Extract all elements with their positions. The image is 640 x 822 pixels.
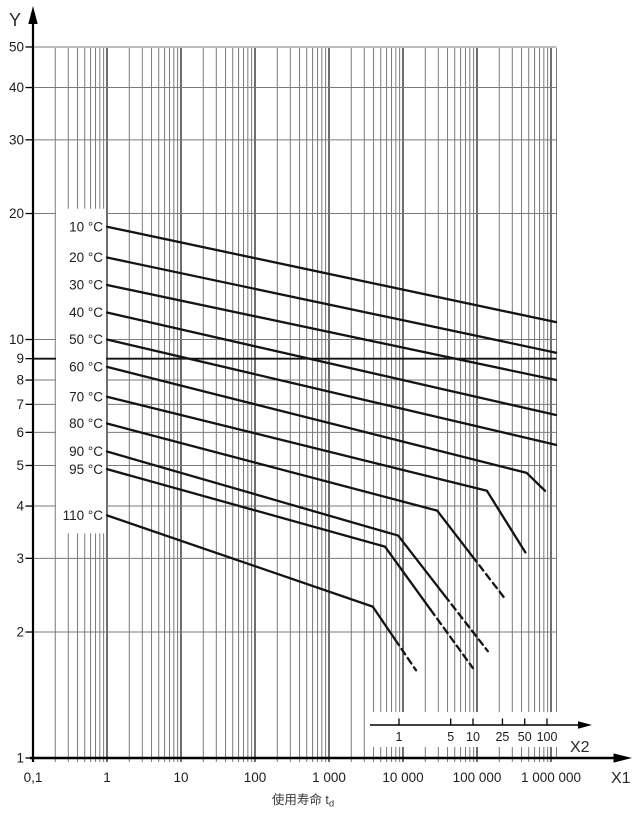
curve-60°C [105, 365, 547, 492]
chart-caption: 使用寿命 td [272, 792, 334, 810]
y-axis-title: Y [9, 10, 21, 30]
x2-axis-arrow [578, 721, 592, 729]
x2-tick-label: 25 [495, 730, 509, 744]
x2-tick-label: 100 [537, 730, 558, 744]
y-axis-arrow [28, 6, 38, 24]
curve-110°C [105, 514, 397, 641]
temp-label: 40 °C [69, 305, 103, 320]
y-tick-label: 1 [16, 751, 24, 766]
x1-tick-label: 100 000 [453, 770, 502, 785]
y-tick-label: 8 [16, 373, 24, 388]
mask-layer [56, 208, 606, 747]
curve-95°C [105, 468, 432, 611]
temp-label: 90 °C [69, 444, 103, 459]
grid-layer [33, 46, 557, 762]
x1-tick-label: 10 000 [382, 770, 423, 785]
curve-dashed-tail [471, 555, 507, 601]
y-tick-label: 40 [9, 80, 24, 95]
curve-dashed-tail [429, 608, 475, 670]
y-tick-label: 20 [9, 206, 24, 221]
y-tick-label: 4 [16, 499, 24, 514]
curve-50°C [105, 338, 558, 447]
y-tick-label: 7 [16, 397, 24, 412]
y-tick-label: 9 [16, 351, 24, 366]
curve-90°C [105, 450, 446, 597]
x1-tick-label: 10 [173, 770, 188, 785]
x2-tick-label: 50 [518, 730, 532, 744]
temp-label: 50 °C [69, 332, 103, 347]
temp-label: 80 °C [69, 416, 103, 431]
curve-dashed-tail [443, 594, 489, 653]
x1-tick-label: 1 000 [312, 770, 346, 785]
x1-tick-label: 0,1 [24, 770, 43, 785]
x2-axis-layer: 1 5 10 25 50 100 [370, 718, 592, 744]
x1-tick-label: 1 [103, 770, 111, 785]
curve-10°C [105, 225, 558, 324]
y-tick-label: 10 [9, 332, 24, 347]
x1-axis-title: X1 [611, 770, 631, 787]
x1-axis-arrow [613, 753, 632, 763]
curve-80°C [105, 422, 474, 558]
x2-axis-title: X2 [570, 739, 590, 756]
axes-layer [25, 6, 632, 763]
curve-dashed-tail [394, 638, 418, 672]
x2-tick-label: 1 [396, 730, 403, 744]
y-tick-label: 30 [9, 132, 24, 147]
temp-label: 110 °C [63, 508, 104, 523]
x1-tick-label: 1 000 000 [521, 770, 581, 785]
x2-band-mask [368, 712, 606, 747]
x1-tick-label: 100 [244, 770, 267, 785]
curve-30°C [105, 283, 558, 382]
y-tick-label: 3 [16, 551, 24, 566]
curves-layer [105, 225, 558, 672]
temp-label: 95 °C [69, 462, 103, 477]
x2-tick-label: 5 [447, 730, 454, 744]
y-tick-label: 5 [16, 458, 24, 473]
temp-label: 70 °C [69, 389, 103, 404]
temp-label: 10 °C [69, 219, 103, 234]
y-tick-label: 2 [16, 625, 24, 640]
y-tick-label: 6 [16, 425, 24, 440]
curve-40°C [105, 311, 558, 417]
temp-label: 30 °C [69, 278, 103, 293]
temp-label: 60 °C [69, 360, 103, 375]
temp-label-column-mask [56, 208, 106, 534]
curve-20°C [105, 256, 558, 354]
curve-70°C [105, 395, 527, 554]
y-tick-label: 50 [9, 40, 24, 55]
temp-label-layer: 10 °C 20 °C 30 °C 40 °C 50 °C 60 °C 70 °C 80 °C… [63, 219, 104, 523]
temp-label: 20 °C [69, 250, 103, 265]
x2-tick-label: 10 [466, 730, 480, 744]
